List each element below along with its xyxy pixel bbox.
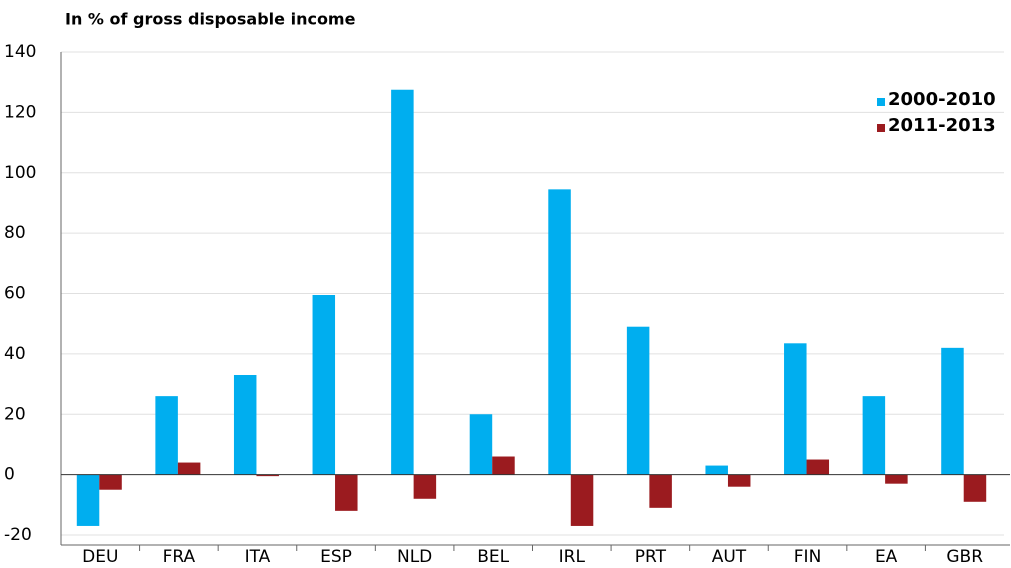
- bar: [155, 396, 178, 475]
- x-tick-label: ITA: [245, 547, 271, 567]
- legend-swatch: [877, 98, 885, 106]
- x-tick-label: NLD: [397, 547, 432, 567]
- bar: [312, 295, 336, 475]
- y-tick-label: 60: [4, 284, 26, 304]
- bar: [335, 474, 358, 511]
- bar: [862, 396, 886, 475]
- x-tick-label: ESP: [320, 547, 352, 567]
- chart-title: In % of gross disposable income: [65, 10, 356, 29]
- bar: [941, 347, 964, 475]
- legend-swatch: [877, 124, 885, 132]
- y-tick-label: 120: [4, 102, 36, 122]
- y-tick-label: 20: [4, 404, 26, 424]
- legend-label: 2011-2013: [888, 115, 996, 136]
- bar: [963, 474, 987, 502]
- x-tick-label: GBR: [946, 547, 983, 567]
- y-tick-label: 80: [4, 223, 26, 243]
- x-tick-label: BEL: [477, 547, 509, 567]
- bar: [469, 414, 493, 475]
- bar: [99, 474, 122, 490]
- bar: [705, 465, 728, 475]
- bar: [727, 474, 751, 487]
- bar: [256, 474, 279, 477]
- bar: [413, 474, 437, 499]
- bar: [492, 456, 515, 475]
- bar: [649, 474, 672, 508]
- x-tick-label: PRT: [635, 547, 667, 567]
- bar: [76, 474, 100, 526]
- bar: [233, 375, 257, 475]
- bar: [548, 189, 571, 475]
- y-tick-label: 140: [4, 42, 36, 62]
- x-tick-label: DEU: [82, 547, 118, 567]
- y-tick-label: 40: [4, 344, 26, 364]
- y-tick-label: -20: [4, 525, 32, 545]
- x-tick-label: FRA: [163, 547, 196, 567]
- x-tick-label: FIN: [794, 547, 822, 567]
- bar: [626, 326, 650, 475]
- bar: [177, 462, 201, 475]
- bar: [570, 474, 594, 526]
- bar: [885, 474, 908, 484]
- bar: [784, 343, 807, 475]
- legend-label: 2000-2010: [888, 89, 996, 110]
- x-tick-label: IRL: [559, 547, 586, 567]
- bar: [391, 89, 414, 475]
- x-tick-label: EA: [875, 547, 898, 567]
- x-tick-label: AUT: [712, 547, 747, 567]
- y-tick-label: 0: [4, 465, 15, 485]
- y-tick-label: 100: [4, 163, 36, 183]
- bar: [806, 459, 830, 475]
